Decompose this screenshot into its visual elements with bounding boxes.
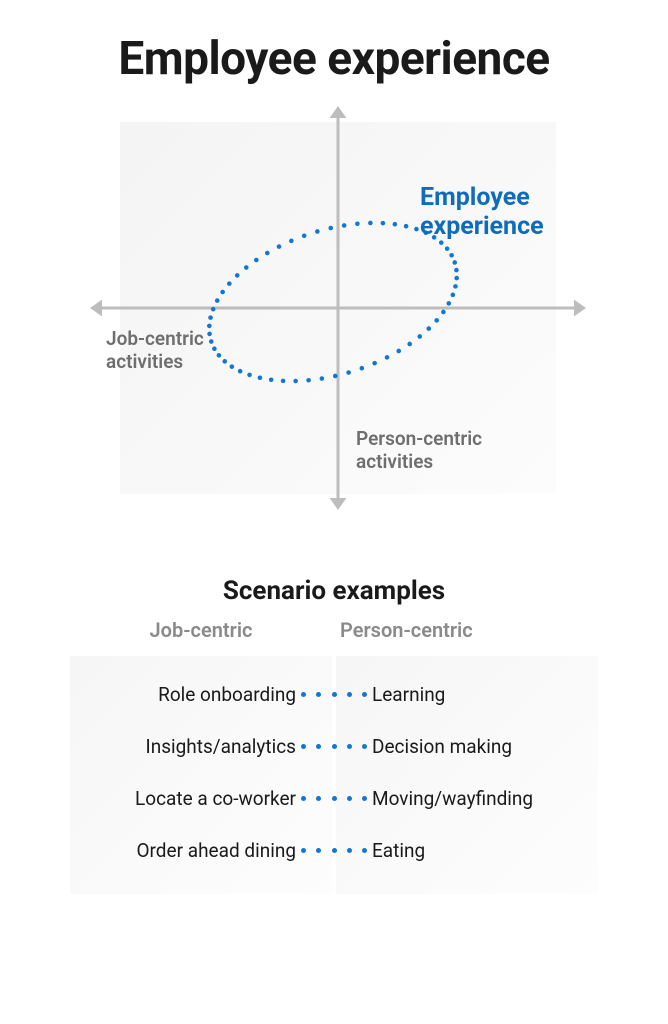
callout-line2: experience	[420, 213, 544, 242]
scenarios-title: Scenario examples	[0, 576, 668, 606]
scenarios-table: Job-centric Person-centric Role onboardi…	[70, 618, 598, 894]
axis-label-right: Person-centric activities	[356, 428, 482, 474]
callout-line1: Employee	[420, 184, 544, 213]
scenario-row-right: Learning	[336, 668, 598, 720]
scenarios-col-right: LearningDecision makingMoving/wayfinding…	[336, 656, 598, 894]
scenarios-header-right: Person-centric	[336, 618, 598, 642]
scenarios-header-left: Job-centric	[70, 618, 332, 642]
axis-label-left-line1: Job-centric	[106, 328, 204, 351]
quadrant-diagram	[90, 106, 586, 510]
scenarios-col-left: Role onboardingInsights/analyticsLocate …	[70, 656, 332, 894]
scenario-row-right: Decision making	[336, 720, 598, 772]
scenario-row-left: Order ahead dining	[70, 824, 332, 876]
axis-label-right-line2: activities	[356, 451, 482, 474]
quadrant-callout: Employee experience	[420, 184, 544, 242]
scenario-row-right: Moving/wayfinding	[336, 772, 598, 824]
scenarios-grid: Role onboardingInsights/analyticsLocate …	[70, 656, 598, 894]
scenario-row-left: Locate a co-worker	[70, 772, 332, 824]
scenario-row-right: Eating	[336, 824, 598, 876]
axis-label-left-line2: activities	[106, 351, 204, 374]
axis-label-left: Job-centric activities	[106, 328, 204, 374]
scenario-row-left: Insights/analytics	[70, 720, 332, 772]
page-title: Employee experience	[0, 32, 668, 86]
scenario-row-left: Role onboarding	[70, 668, 332, 720]
axis-label-right-line1: Person-centric	[356, 428, 482, 451]
page: Employee experience Employee experience …	[0, 0, 668, 1024]
scenarios-headers: Job-centric Person-centric	[70, 618, 598, 642]
